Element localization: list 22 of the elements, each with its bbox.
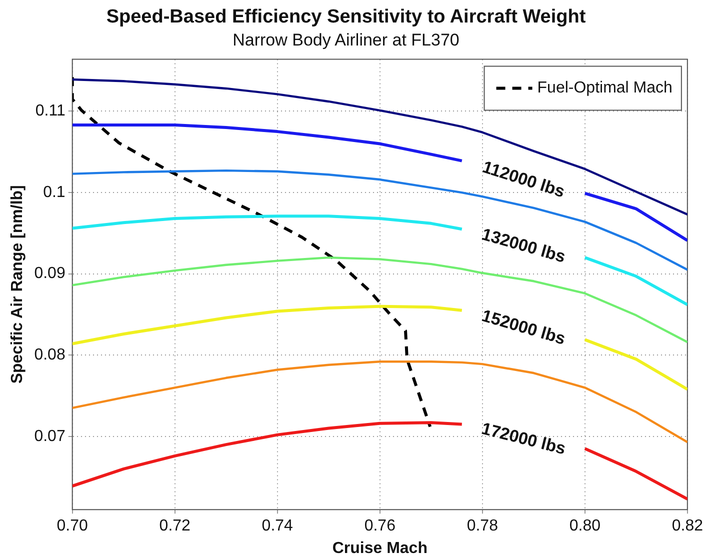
text: 152000 lbs — [480, 306, 568, 348]
y-tick-label: 0.07 — [34, 428, 66, 445]
text: 172000 lbs — [480, 418, 568, 458]
text: 112000 lbs — [480, 157, 568, 202]
x-tick-label: 0.80 — [569, 518, 601, 535]
y-axis-title: Specific Air Range [nm/lb] — [9, 185, 26, 384]
chart-subtitle: Narrow Body Airliner at FL370 — [232, 30, 460, 50]
x-tick-label: 0.74 — [262, 518, 294, 535]
y-tick-label: 0.08 — [34, 346, 66, 364]
chart-title: Speed-Based Efficiency Sensitivity to Aircraft Weight — [106, 6, 586, 28]
x-tick-label: 0.78 — [466, 518, 498, 535]
y-tick-label: 0.1 — [43, 184, 66, 201]
y-tick-label: 0.09 — [34, 265, 66, 282]
x-axis-title: Cruise Mach — [332, 540, 428, 557]
x-tick-label: 0.72 — [159, 518, 191, 535]
legend-label: Fuel-Optimal Mach — [537, 80, 672, 97]
line-series — [72, 76, 432, 428]
y-tick-label: 0.11 — [35, 102, 66, 120]
x-tick-label: 0.82 — [672, 518, 704, 535]
text: 132000 lbs — [480, 224, 568, 266]
x-tick-label: 0.70 — [56, 518, 88, 535]
x-tick-label: 0.76 — [364, 518, 396, 535]
